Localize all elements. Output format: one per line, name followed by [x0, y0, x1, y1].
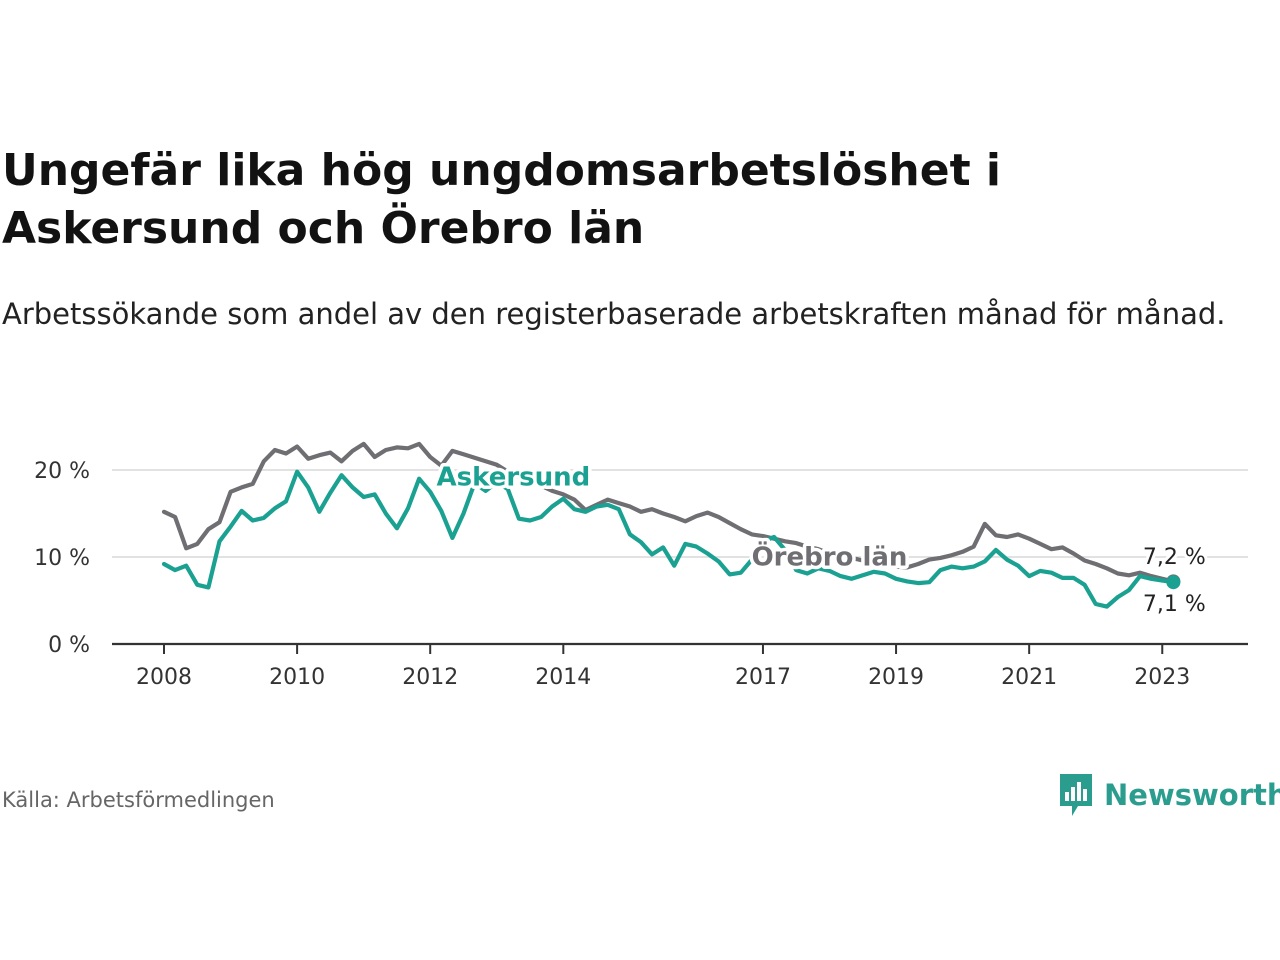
x-axis-ticks: 2008 2010 2012 2014 2017 2019 2021 2023	[136, 644, 1190, 690]
x-tick-label: 2008	[136, 665, 192, 690]
y-tick-label: 20 %	[34, 459, 90, 484]
brand-logo[interactable]: Newsworthy	[1058, 772, 1280, 818]
series-lines	[161, 441, 1181, 609]
x-tick-label: 2014	[535, 665, 591, 690]
source-note: Källa: Arbetsförmedlingen	[2, 788, 275, 812]
brand-name: Newsworthy	[1104, 778, 1280, 812]
chart-title: Ungefär lika hög ungdomsarbetslöshet i A…	[2, 145, 1002, 254]
x-tick-label: 2017	[735, 665, 791, 690]
x-tick-label: 2021	[1001, 665, 1057, 690]
series-label-askersund: Askersund	[437, 463, 591, 493]
y-tick-label: 0 %	[48, 633, 90, 658]
x-tick-label: 2023	[1134, 665, 1190, 690]
x-tick-label: 2010	[269, 665, 325, 690]
line-chart: 0 % 10 % 20 % 2008 2010 2012 2014 2017 2019 2021…	[34, 441, 1248, 690]
series-line-örebro-län	[161, 441, 1176, 584]
series-labels: Askersund Örebro län 7,2 % 7,1 %	[433, 459, 1209, 620]
y-axis-ticks: 0 % 10 % 20 %	[34, 459, 90, 658]
x-tick-label: 2019	[868, 665, 924, 690]
end-value-label-askersund: 7,1 %	[1143, 592, 1206, 617]
end-point-askersund	[1166, 575, 1181, 590]
x-tick-label: 2012	[402, 665, 458, 690]
newsworthy-logo-icon	[1060, 774, 1092, 816]
series-label-örebro-län: Örebro län	[752, 540, 908, 573]
y-tick-label: 10 %	[34, 546, 90, 571]
series-line-askersund	[161, 469, 1176, 609]
end-value-label-örebro-län: 7,2 %	[1143, 545, 1206, 570]
chart-subtitle: Arbetssökande som andel av den registerb…	[2, 297, 1226, 331]
